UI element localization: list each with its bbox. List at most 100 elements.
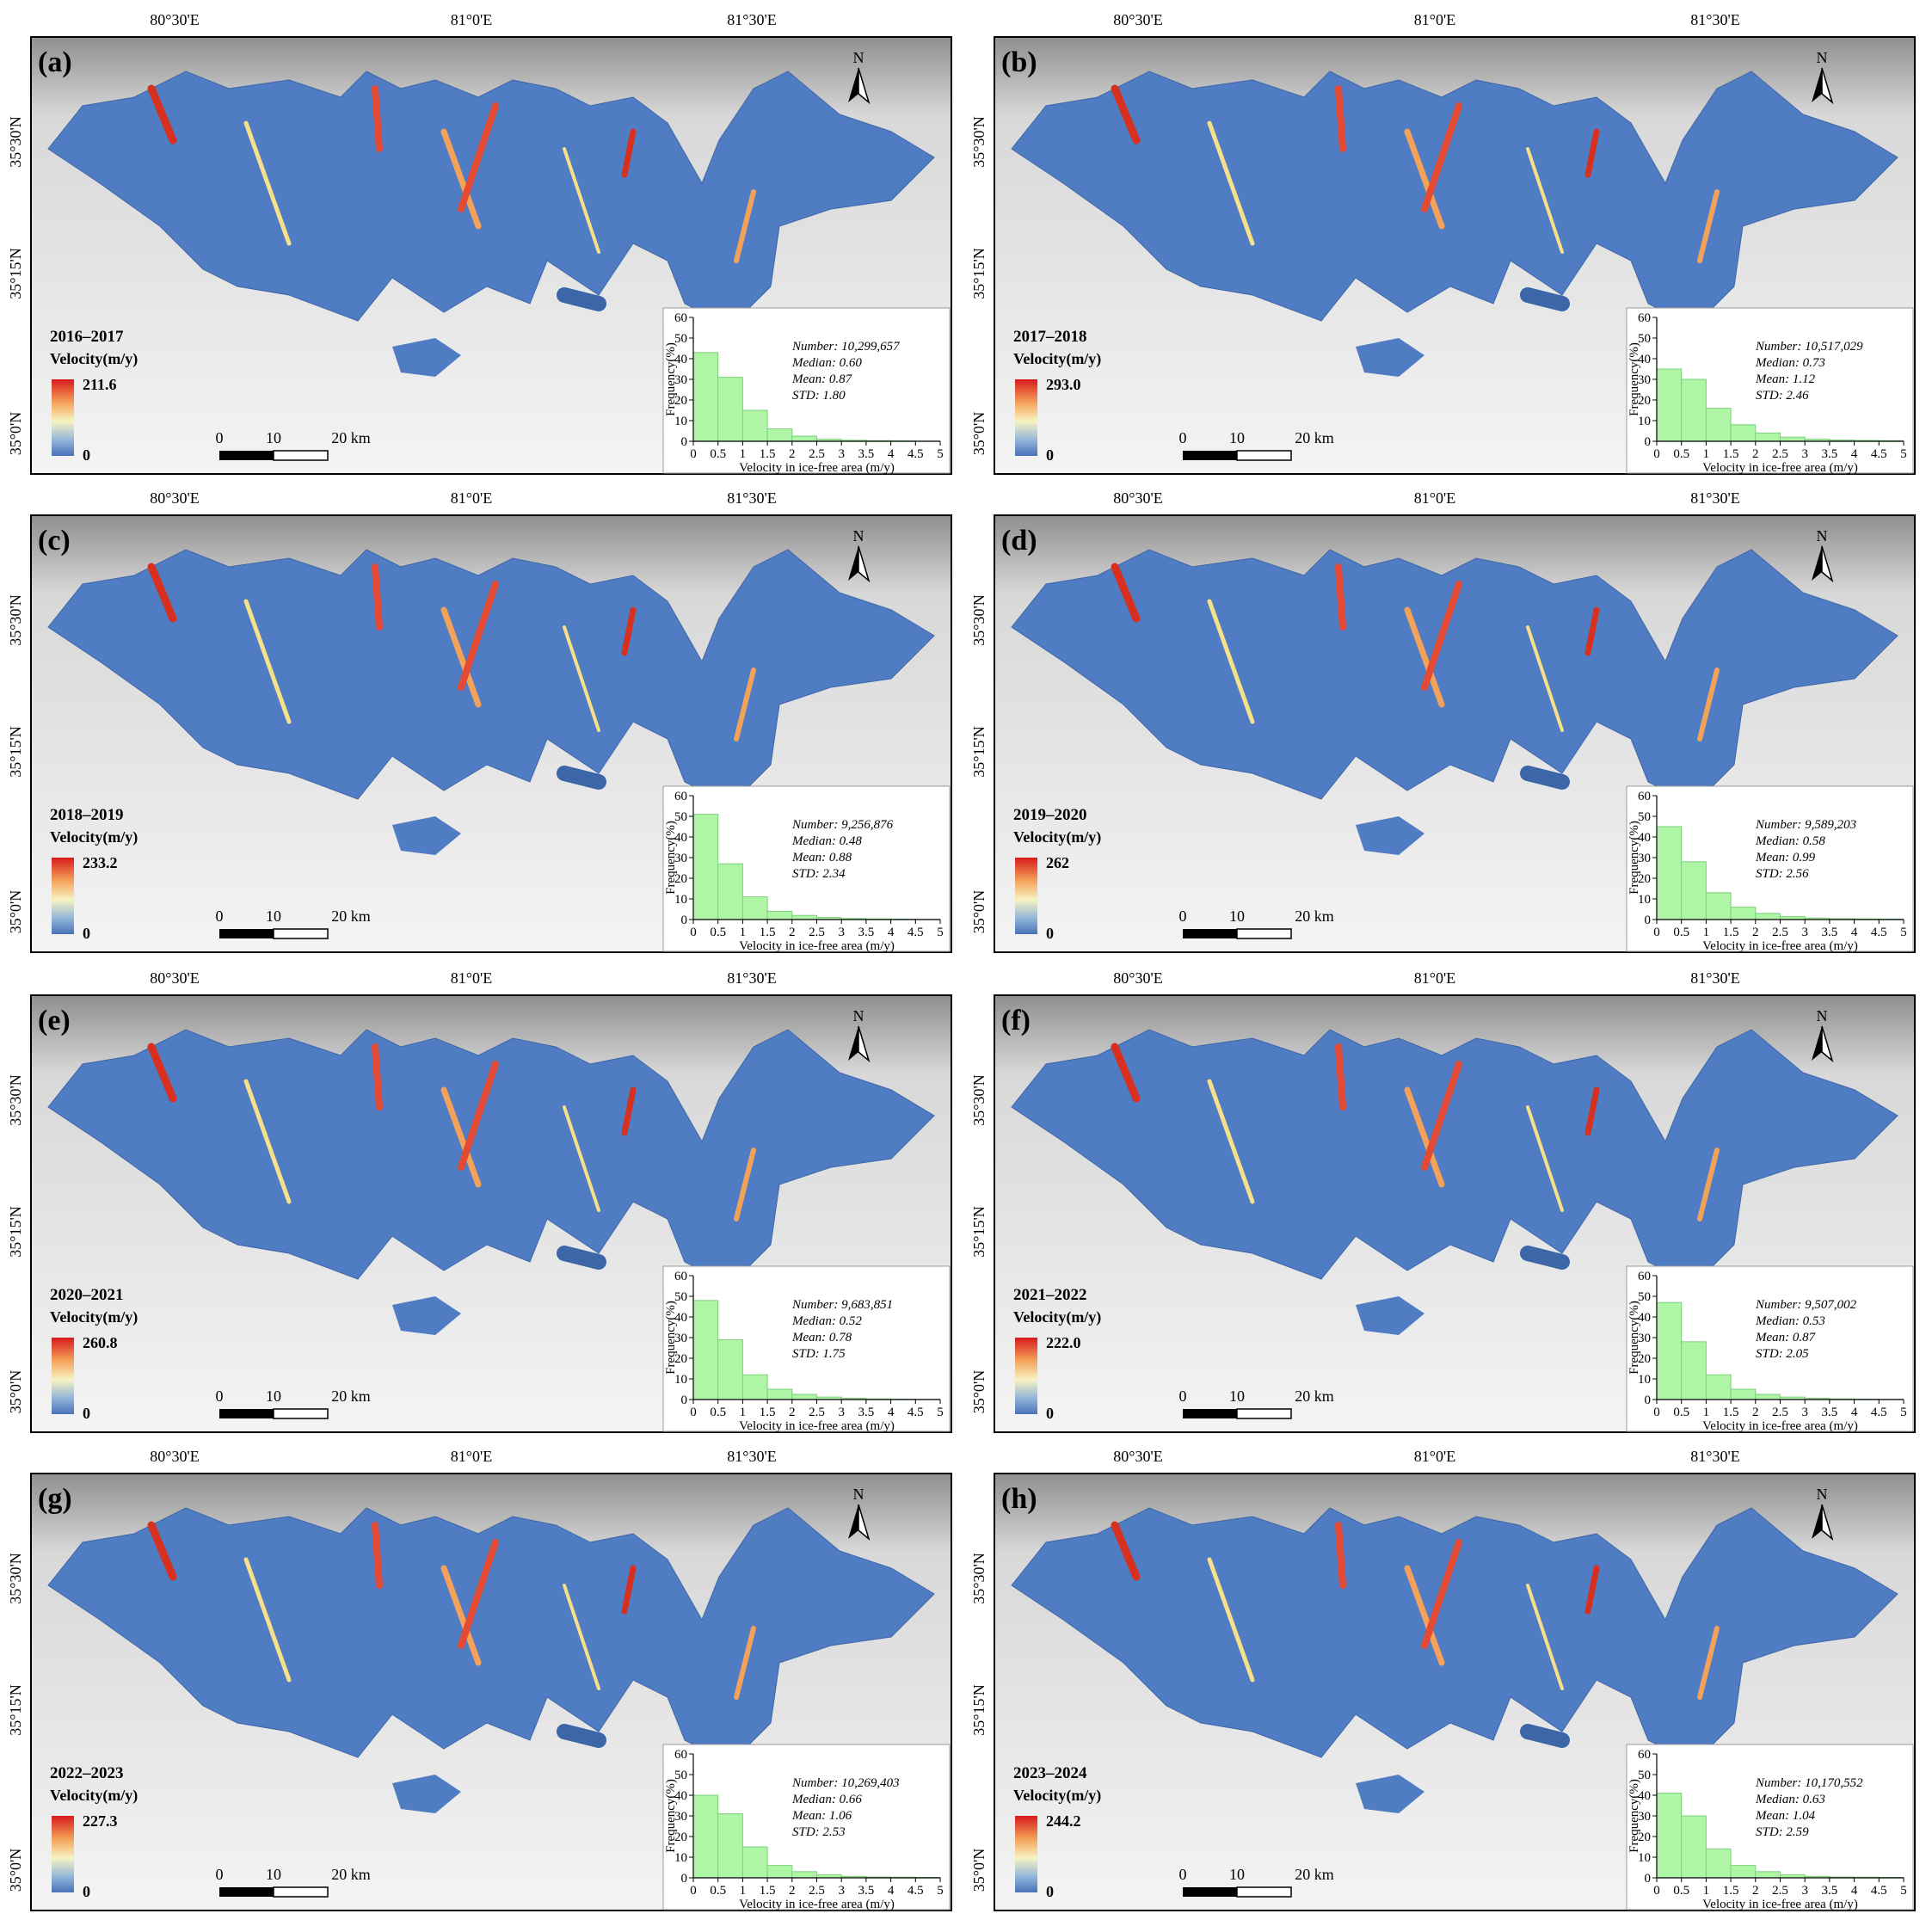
histogram-bar [1755, 432, 1781, 442]
north-arrow [1812, 1026, 1822, 1061]
latitude-label: 35°15'N [7, 1206, 24, 1257]
y-tick-label: 60 [674, 1748, 687, 1762]
scale-bar [1183, 1887, 1237, 1897]
legend-title: Velocity(m/y) [1013, 1787, 1101, 1805]
statistic: STD: 2.59 [1756, 1825, 1809, 1839]
y-tick-label: 30 [1638, 852, 1651, 865]
longitude-label: 81°30'E [727, 489, 776, 507]
x-axis-label: Velocity in ice-free area (m/y) [739, 939, 895, 953]
panel: 80°30'E 81°0'E 81°30'E 35°30'N 35°15'N 35°0'N… [970, 11, 1915, 475]
colorbar-max: 211.6 [83, 376, 117, 393]
x-tick-label: 3.5 [858, 1406, 875, 1419]
x-tick-label: 4 [888, 447, 895, 461]
longitude-label: 80°30'E [150, 11, 199, 28]
colorbar [1015, 379, 1037, 456]
colorbar [1015, 1816, 1037, 1892]
y-tick-label: 20 [1638, 872, 1651, 886]
x-tick-label: 2.5 [809, 447, 825, 461]
histogram-bar [741, 1374, 768, 1400]
histogram-bar [1681, 861, 1707, 920]
colorbar-min: 0 [83, 925, 90, 942]
statistic: Mean: 0.88 [791, 851, 852, 864]
panel-label: (d) [1001, 525, 1037, 557]
x-tick-label: 2.5 [1772, 1884, 1788, 1898]
panel-frame [30, 36, 952, 475]
scale-bar [1183, 929, 1237, 938]
x-tick-label: 3 [838, 1406, 845, 1419]
y-tick-label: 20 [674, 1830, 687, 1844]
histogram-bar [1705, 1374, 1732, 1400]
x-tick-label: 4.5 [1871, 1884, 1887, 1898]
colorbar [52, 1338, 74, 1414]
scale-bar [219, 1887, 274, 1897]
x-tick-label: 5 [937, 1406, 944, 1419]
histogram-bar [1730, 1865, 1757, 1879]
histogram-bar [1755, 1394, 1781, 1400]
panel-label: (h) [1001, 1483, 1037, 1515]
histogram-bar [1755, 1871, 1781, 1879]
statistic: Median: 0.48 [791, 834, 862, 848]
scale-bar [219, 1409, 274, 1418]
y-tick-label: 40 [674, 1311, 687, 1325]
longitude-label: 81°0'E [451, 11, 492, 28]
scale-bar [1236, 928, 1292, 939]
latitude-label: 35°30'N [970, 1553, 988, 1603]
x-axis-label: Velocity in ice-free area (m/y) [739, 1419, 895, 1433]
longitude-label: 80°30'E [150, 969, 199, 987]
statistic: STD: 2.34 [792, 867, 846, 881]
y-tick-label: 10 [1638, 1851, 1651, 1865]
histogram-bar [1681, 1815, 1707, 1879]
histogram-bar [717, 1338, 743, 1400]
y-axis-label: Frequency(%) [664, 1779, 678, 1853]
scale-label: 10 [1229, 429, 1245, 446]
x-tick-label: 1 [1703, 447, 1710, 461]
north-arrow [1821, 1504, 1834, 1541]
north-arrow [1812, 68, 1822, 102]
histogram-bar [1755, 913, 1781, 920]
period-label: 2021–2022 [1013, 1286, 1087, 1304]
x-tick-label: 2 [789, 447, 796, 461]
x-tick-label: 3.5 [858, 447, 875, 461]
y-tick-label: 40 [1638, 831, 1651, 845]
y-tick-label: 50 [674, 810, 687, 824]
histogram-bar [1780, 436, 1806, 442]
statistic: Median: 0.52 [791, 1314, 862, 1328]
histogram-bar [692, 814, 719, 920]
north-label: N [853, 49, 864, 66]
y-tick-label: 0 [1645, 1872, 1652, 1886]
panel-label: (c) [38, 525, 71, 557]
scale-bar [1236, 1408, 1292, 1419]
y-tick-label: 20 [1638, 394, 1651, 408]
histogram-bar [766, 1388, 793, 1400]
x-tick-label: 2 [789, 1884, 796, 1898]
north-arrow [1821, 545, 1834, 583]
colorbar-max: 227.3 [83, 1812, 118, 1830]
y-axis-label: Frequency(%) [1627, 1779, 1641, 1853]
statistic: Mean: 1.04 [1755, 1809, 1816, 1823]
scale-bar [273, 1408, 329, 1419]
north-label: N [853, 1007, 864, 1024]
period-label: 2018–2019 [50, 806, 124, 824]
longitude-label: 81°0'E [451, 1448, 492, 1465]
x-tick-label: 0 [1653, 926, 1660, 939]
statistic: Median: 0.58 [1755, 834, 1825, 848]
statistic: Median: 0.53 [1755, 1314, 1825, 1328]
latitude-label: 35°15'N [7, 726, 24, 777]
y-axis-label: Frequency(%) [664, 821, 678, 895]
y-tick-label: 40 [1638, 353, 1651, 366]
x-tick-label: 2.5 [1772, 447, 1788, 461]
histogram-bar [1730, 907, 1757, 920]
scale-label: 20 km [1295, 1387, 1334, 1405]
colorbar-min: 0 [83, 1405, 90, 1422]
north-arrow [1812, 546, 1822, 581]
y-axis-label: Frequency(%) [1627, 821, 1641, 895]
scale-label: 10 [266, 1866, 281, 1883]
y-tick-label: 0 [681, 1872, 688, 1886]
latitude-label: 35°0'N [7, 1370, 24, 1413]
y-tick-label: 0 [1645, 435, 1652, 449]
y-tick-label: 50 [674, 1769, 687, 1782]
x-axis-label: Velocity in ice-free area (m/y) [1702, 939, 1858, 953]
latitude-label: 35°15'N [7, 1684, 24, 1735]
scale-label: 0 [1179, 1387, 1187, 1405]
y-tick-label: 20 [674, 1352, 687, 1366]
